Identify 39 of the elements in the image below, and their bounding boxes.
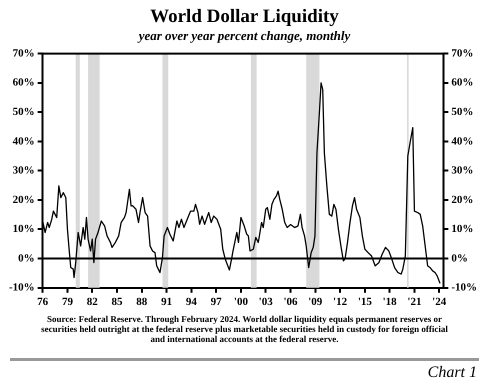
x-tick-label: '21 [407,296,422,308]
y-tick-label: 40% [12,135,35,148]
y2-tick-label: 60% [451,76,474,89]
chart-title: World Dollar Liquidity [149,6,340,28]
x-tick-label: '06 [283,296,298,308]
x-tick-label: '12 [333,296,348,308]
x-tick-label: '15 [358,296,372,308]
y2-tick-label: -10% [451,282,478,294]
x-tick-label: 85 [112,296,124,308]
x-tick-label: 76 [37,296,49,308]
x-tick-label: 97 [210,296,222,308]
y-tick-label: 50% [12,106,35,118]
y-tick-label: -10% [8,282,35,294]
x-tick-label: '24 [432,296,447,308]
caption: Chart 1 [428,364,477,382]
y2-tick-label: 20% [451,194,474,206]
x-tick-label: '00 [234,296,248,308]
y-tick-label: 0% [18,252,35,264]
x-tick-label: 91 [161,296,172,308]
x-tick-label: '09 [308,296,323,308]
chart-subtitle: year over year percent change, monthly [136,28,352,44]
y-tick-label: 20% [12,194,35,206]
x-tick-label: '18 [382,296,398,308]
y-tick-label: 70% [12,47,35,60]
x-tick-label: 79 [62,296,74,308]
y2-tick-label: 50% [451,106,474,118]
y2-tick-label: 30% [451,164,474,177]
y-tick-label: 60% [12,76,35,89]
x-tick-label: 88 [136,296,148,308]
y-tick-label: 30% [12,164,35,177]
source-note: Source: Federal Reserve. Through February 2024. World dollar liquidity equals permanent reserves or securities held outright at the federal reserve plus marketable securities held in custody for foreign official and international accounts at the federal reserve. [40,314,449,344]
x-tick-label: 94 [186,296,198,308]
y-tick-label: 10% [12,223,35,236]
y2-tick-label: 70% [451,47,474,60]
y2-tick-label: 10% [451,223,474,236]
y2-tick-label: 40% [451,135,474,148]
x-tick-label: 82 [86,296,98,308]
y2-tick-label: 0% [451,252,468,264]
x-tick-label: '03 [258,296,274,308]
